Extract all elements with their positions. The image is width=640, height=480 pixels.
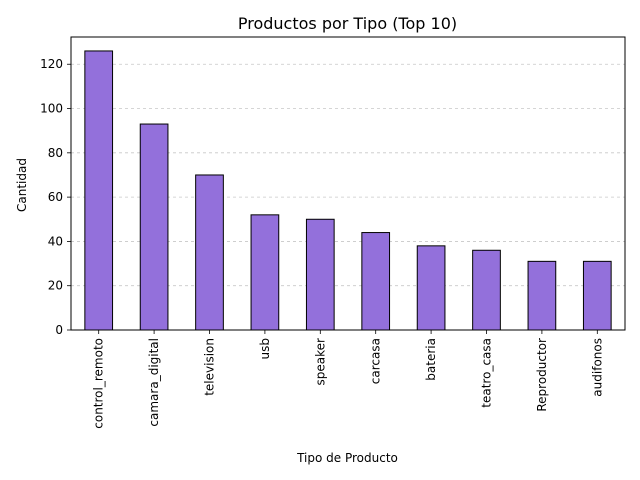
bar-control_remoto	[84, 50, 114, 331]
bar-television	[195, 174, 224, 331]
y-axis-label: Cantidad	[15, 158, 29, 212]
plot-frame	[70, 36, 626, 331]
y-tick-label: 20	[48, 279, 63, 293]
y-tick-label: 80	[48, 146, 63, 160]
chart-title: Productos por Tipo (Top 10)	[238, 14, 457, 33]
bar-audifonos	[582, 260, 612, 331]
x-tick-label: usb	[258, 338, 272, 359]
y-axis-ticks: 0 20 40 60 80 100 120	[40, 57, 71, 337]
x-axis-label: Tipo de Producto	[296, 451, 398, 465]
bars	[84, 50, 612, 331]
bar-bateria	[416, 245, 446, 331]
x-tick-label: bateria	[424, 338, 438, 381]
y-tick-label: 100	[40, 102, 63, 116]
x-tick-label: Reproductor	[535, 338, 549, 412]
x-tick-label: control_remoto	[92, 338, 106, 429]
bar-teatro_casa	[472, 249, 501, 331]
y-tick-label: 0	[55, 323, 63, 337]
x-axis-ticks: control_remoto camara_digital television us…	[92, 330, 604, 429]
x-tick-label: television	[203, 338, 217, 396]
bar-Reproductor	[527, 260, 557, 331]
y-tick-label: 120	[40, 57, 63, 71]
x-tick-label: camara_digital	[147, 338, 161, 427]
y-tick-label: 40	[48, 234, 63, 248]
x-tick-label: speaker	[313, 338, 327, 386]
x-tick-label: audifonos	[590, 338, 604, 397]
bar-carcasa	[361, 232, 391, 331]
y-tick-label: 60	[48, 190, 63, 204]
bar-camara_digital	[139, 123, 169, 331]
bar-usb	[250, 214, 280, 331]
x-tick-label: carcasa	[369, 338, 383, 384]
x-tick-label: teatro_casa	[480, 338, 494, 408]
bar-speaker	[305, 218, 335, 331]
